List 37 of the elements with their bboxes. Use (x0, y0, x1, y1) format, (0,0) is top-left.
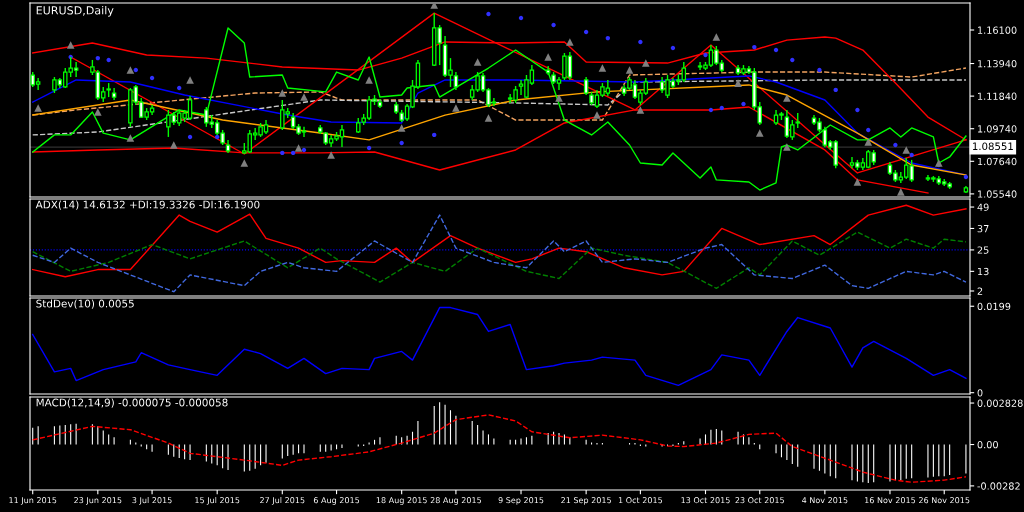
x-tick-label: 1 Oct 2015 (618, 497, 663, 504)
x-tick-label: 9 Sep 2015 (498, 497, 544, 505)
ref-line-label: 1.08551 (972, 142, 1013, 151)
x-tick-label: 3 Jul 2015 (132, 496, 172, 505)
y-tick-label: 1.05540 (978, 190, 1017, 198)
chart-title: EURUSD,Daily (36, 5, 114, 17)
y-tick-label: 25 (977, 246, 989, 254)
y-tick-label: 1.13940 (978, 60, 1017, 68)
y-tick-label: 0.002828 (977, 399, 1023, 407)
chart-title: ADX(14) 14.6132 +DI:19.3326 -DI:16.1900 (35, 200, 260, 210)
y-tick-label: 0 (977, 389, 983, 397)
x-tick-label: 21 Sep 2015 (561, 497, 611, 505)
x-tick-label: 26 Nov 2015 (919, 497, 970, 504)
x-tick-label: 28 Aug 2015 (430, 497, 482, 505)
x-tick-label: 23 Oct 2015 (735, 497, 784, 504)
x-tick-label: 15 Jul 2015 (195, 496, 240, 505)
x-tick-label: 27 Jul 2015 (260, 496, 305, 505)
y-tick-label: 2 (977, 287, 983, 295)
y-tick-label: 37 (977, 224, 989, 233)
x-tick-label: 16 Nov 2015 (865, 497, 916, 504)
x-tick-label: 18 Aug 2015 (376, 497, 427, 505)
x-tick-label: 23 Jun 2015 (74, 497, 122, 505)
x-tick-label: 4 Nov 2015 (802, 497, 848, 504)
y-tick-label: 1.11840 (978, 92, 1017, 100)
x-tick-label: 6 Aug 2015 (313, 497, 360, 505)
y-tick-label: 13 (978, 267, 989, 276)
y-tick-label: 1.07640 (978, 157, 1017, 166)
chart-title: StdDev(10) 0.0055 (36, 299, 134, 309)
y-tick-label: 0.0199 (977, 302, 1011, 311)
y-tick-label: 49 (977, 203, 989, 211)
chart-title: MACD(12,14,9) -0.000075 -0.000058 (36, 398, 228, 408)
x-tick-label: 11 Jun 2015 (9, 497, 57, 505)
y-tick-label: -0.00282 (977, 482, 1020, 490)
y-tick-label: 0.00 (977, 441, 998, 449)
y-tick-label: 1.09740 (978, 125, 1017, 133)
x-tick-label: 13 Oct 2015 (681, 497, 730, 504)
y-tick-label: 1.16100 (978, 26, 1017, 34)
